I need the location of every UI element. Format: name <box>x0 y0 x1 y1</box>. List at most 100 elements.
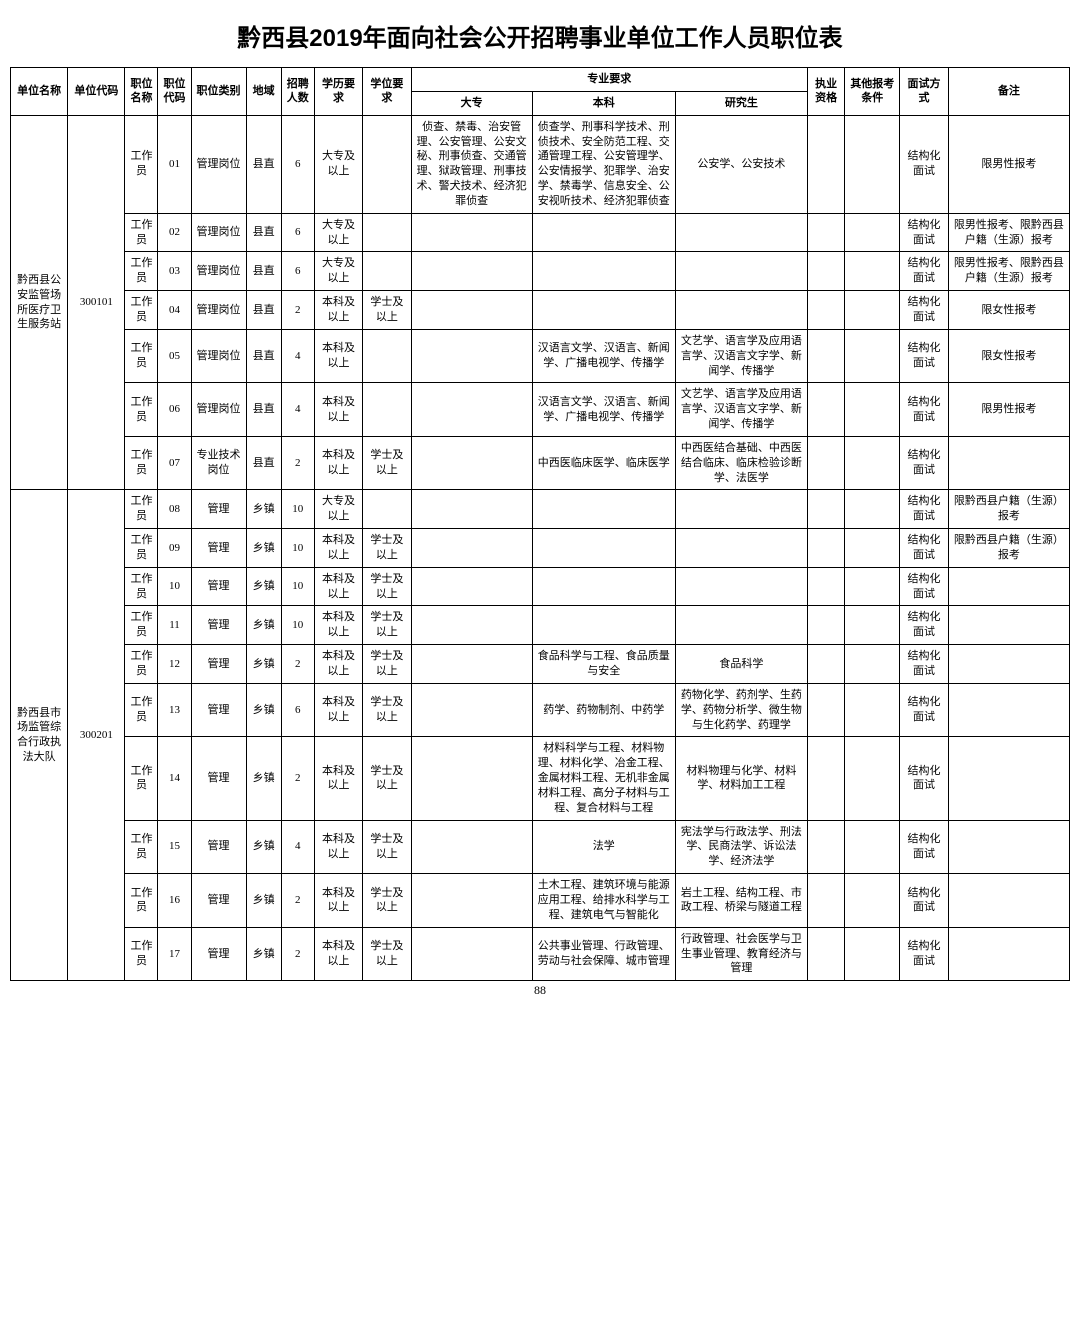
table-row: 工作员09管理乡镇10本科及以上学士及以上结构化面试限黔西县户籍（生源）报考 <box>11 529 1070 568</box>
cell-interview: 结构化面试 <box>900 115 948 213</box>
table-row: 工作员02管理岗位县直6大专及以上结构化面试限男性报考、限黔西县户籍（生源）报考 <box>11 213 1070 252</box>
cell-otherCond <box>845 606 900 645</box>
cell-majBachelor: 公共事业管理、行政管理、劳动与社会保障、城市管理 <box>532 927 675 981</box>
table-row: 黔西县公安监管场所医疗卫生服务站300101工作员01管理岗位县直6大专及以上侦… <box>11 115 1070 213</box>
cell-license <box>807 645 844 684</box>
table-header: 单位名称 单位代码 职位名称 职位代码 职位类别 地域 招聘人数 学历要求 学位… <box>11 68 1070 116</box>
table-row: 工作员11管理乡镇10本科及以上学士及以上结构化面试 <box>11 606 1070 645</box>
cell-posCode: 16 <box>158 874 191 928</box>
cell-majGrad: 公安学、公安技术 <box>675 115 807 213</box>
cell-unit-code: 300101 <box>68 115 125 490</box>
cell-otherCond <box>845 115 900 213</box>
cell-license <box>807 820 844 874</box>
cell-degReq: 学士及以上 <box>363 606 411 645</box>
cell-majCollege <box>411 737 532 820</box>
cell-remark <box>948 927 1069 981</box>
cell-license <box>807 213 844 252</box>
cell-majCollege: 侦查、禁毒、治安管理、公安管理、公安文秘、刑事侦查、交通管理、狱政管理、刑事技术… <box>411 115 532 213</box>
cell-posType: 管理岗位 <box>191 329 246 383</box>
cell-majGrad: 文艺学、语言学及应用语言学、汉语言文字学、新闻学、传播学 <box>675 329 807 383</box>
cell-license <box>807 606 844 645</box>
cell-majBachelor <box>532 252 675 291</box>
cell-otherCond <box>845 567 900 606</box>
cell-posType: 管理 <box>191 645 246 684</box>
cell-majGrad: 药物化学、药剂学、生药学、药物分析学、微生物与生化药学、药理学 <box>675 683 807 737</box>
cell-majCollege <box>411 213 532 252</box>
cell-posName: 工作员 <box>125 606 158 645</box>
cell-count: 6 <box>281 252 314 291</box>
cell-interview: 结构化面试 <box>900 252 948 291</box>
cell-eduReq: 本科及以上 <box>314 529 362 568</box>
table-row: 工作员03管理岗位县直6大专及以上结构化面试限男性报考、限黔西县户籍（生源）报考 <box>11 252 1070 291</box>
h-region: 地域 <box>246 68 281 116</box>
h-maj-college: 大专 <box>411 91 532 115</box>
h-major-req: 专业要求 <box>411 68 807 92</box>
cell-remark: 限男性报考 <box>948 383 1069 437</box>
cell-count: 2 <box>281 291 314 330</box>
cell-posCode: 02 <box>158 213 191 252</box>
cell-posCode: 05 <box>158 329 191 383</box>
cell-count: 10 <box>281 606 314 645</box>
cell-majGrad <box>675 490 807 529</box>
h-interview: 面试方式 <box>900 68 948 116</box>
cell-eduReq: 本科及以上 <box>314 927 362 981</box>
cell-majCollege <box>411 436 532 490</box>
h-edu-req: 学历要求 <box>314 68 362 116</box>
cell-majCollege <box>411 683 532 737</box>
cell-interview: 结构化面试 <box>900 529 948 568</box>
cell-posName: 工作员 <box>125 567 158 606</box>
cell-posCode: 06 <box>158 383 191 437</box>
cell-majGrad <box>675 213 807 252</box>
cell-majCollege <box>411 606 532 645</box>
cell-posCode: 04 <box>158 291 191 330</box>
cell-posType: 管理 <box>191 567 246 606</box>
cell-posName: 工作员 <box>125 329 158 383</box>
cell-interview: 结构化面试 <box>900 737 948 820</box>
table-row: 工作员04管理岗位县直2本科及以上学士及以上结构化面试限女性报考 <box>11 291 1070 330</box>
cell-majGrad <box>675 529 807 568</box>
cell-interview: 结构化面试 <box>900 329 948 383</box>
cell-degReq <box>363 490 411 529</box>
cell-majBachelor <box>532 291 675 330</box>
cell-majBachelor <box>532 567 675 606</box>
cell-majBachelor: 汉语言文学、汉语言、新闻学、广播电视学、传播学 <box>532 383 675 437</box>
cell-majGrad: 材料物理与化学、材料学、材料加工工程 <box>675 737 807 820</box>
cell-posName: 工作员 <box>125 291 158 330</box>
cell-license <box>807 529 844 568</box>
cell-posName: 工作员 <box>125 490 158 529</box>
cell-count: 10 <box>281 490 314 529</box>
cell-interview: 结构化面试 <box>900 820 948 874</box>
cell-posType: 管理 <box>191 737 246 820</box>
h-count: 招聘人数 <box>281 68 314 116</box>
cell-eduReq: 本科及以上 <box>314 874 362 928</box>
cell-majBachelor: 食品科学与工程、食品质量与安全 <box>532 645 675 684</box>
cell-remark: 限女性报考 <box>948 329 1069 383</box>
cell-unit-name: 黔西县市场监管综合行政执法大队 <box>11 490 68 981</box>
cell-posType: 管理岗位 <box>191 383 246 437</box>
h-remark: 备注 <box>948 68 1069 116</box>
cell-degReq: 学士及以上 <box>363 645 411 684</box>
cell-count: 10 <box>281 567 314 606</box>
cell-license <box>807 291 844 330</box>
cell-remark: 限男性报考、限黔西县户籍（生源）报考 <box>948 252 1069 291</box>
cell-majBachelor: 法学 <box>532 820 675 874</box>
cell-posName: 工作员 <box>125 645 158 684</box>
cell-region: 乡镇 <box>246 874 281 928</box>
cell-majGrad <box>675 291 807 330</box>
cell-posType: 管理岗位 <box>191 252 246 291</box>
cell-posCode: 14 <box>158 737 191 820</box>
cell-posType: 管理岗位 <box>191 213 246 252</box>
cell-degReq: 学士及以上 <box>363 436 411 490</box>
cell-eduReq: 本科及以上 <box>314 645 362 684</box>
cell-interview: 结构化面试 <box>900 213 948 252</box>
cell-region: 乡镇 <box>246 737 281 820</box>
cell-posCode: 12 <box>158 645 191 684</box>
cell-posName: 工作员 <box>125 252 158 291</box>
cell-remark: 限男性报考 <box>948 115 1069 213</box>
cell-region: 乡镇 <box>246 606 281 645</box>
cell-majCollege <box>411 329 532 383</box>
cell-majBachelor: 土木工程、建筑环境与能源应用工程、给排水科学与工程、建筑电气与智能化 <box>532 874 675 928</box>
h-pos-name: 职位名称 <box>125 68 158 116</box>
cell-otherCond <box>845 683 900 737</box>
cell-otherCond <box>845 383 900 437</box>
